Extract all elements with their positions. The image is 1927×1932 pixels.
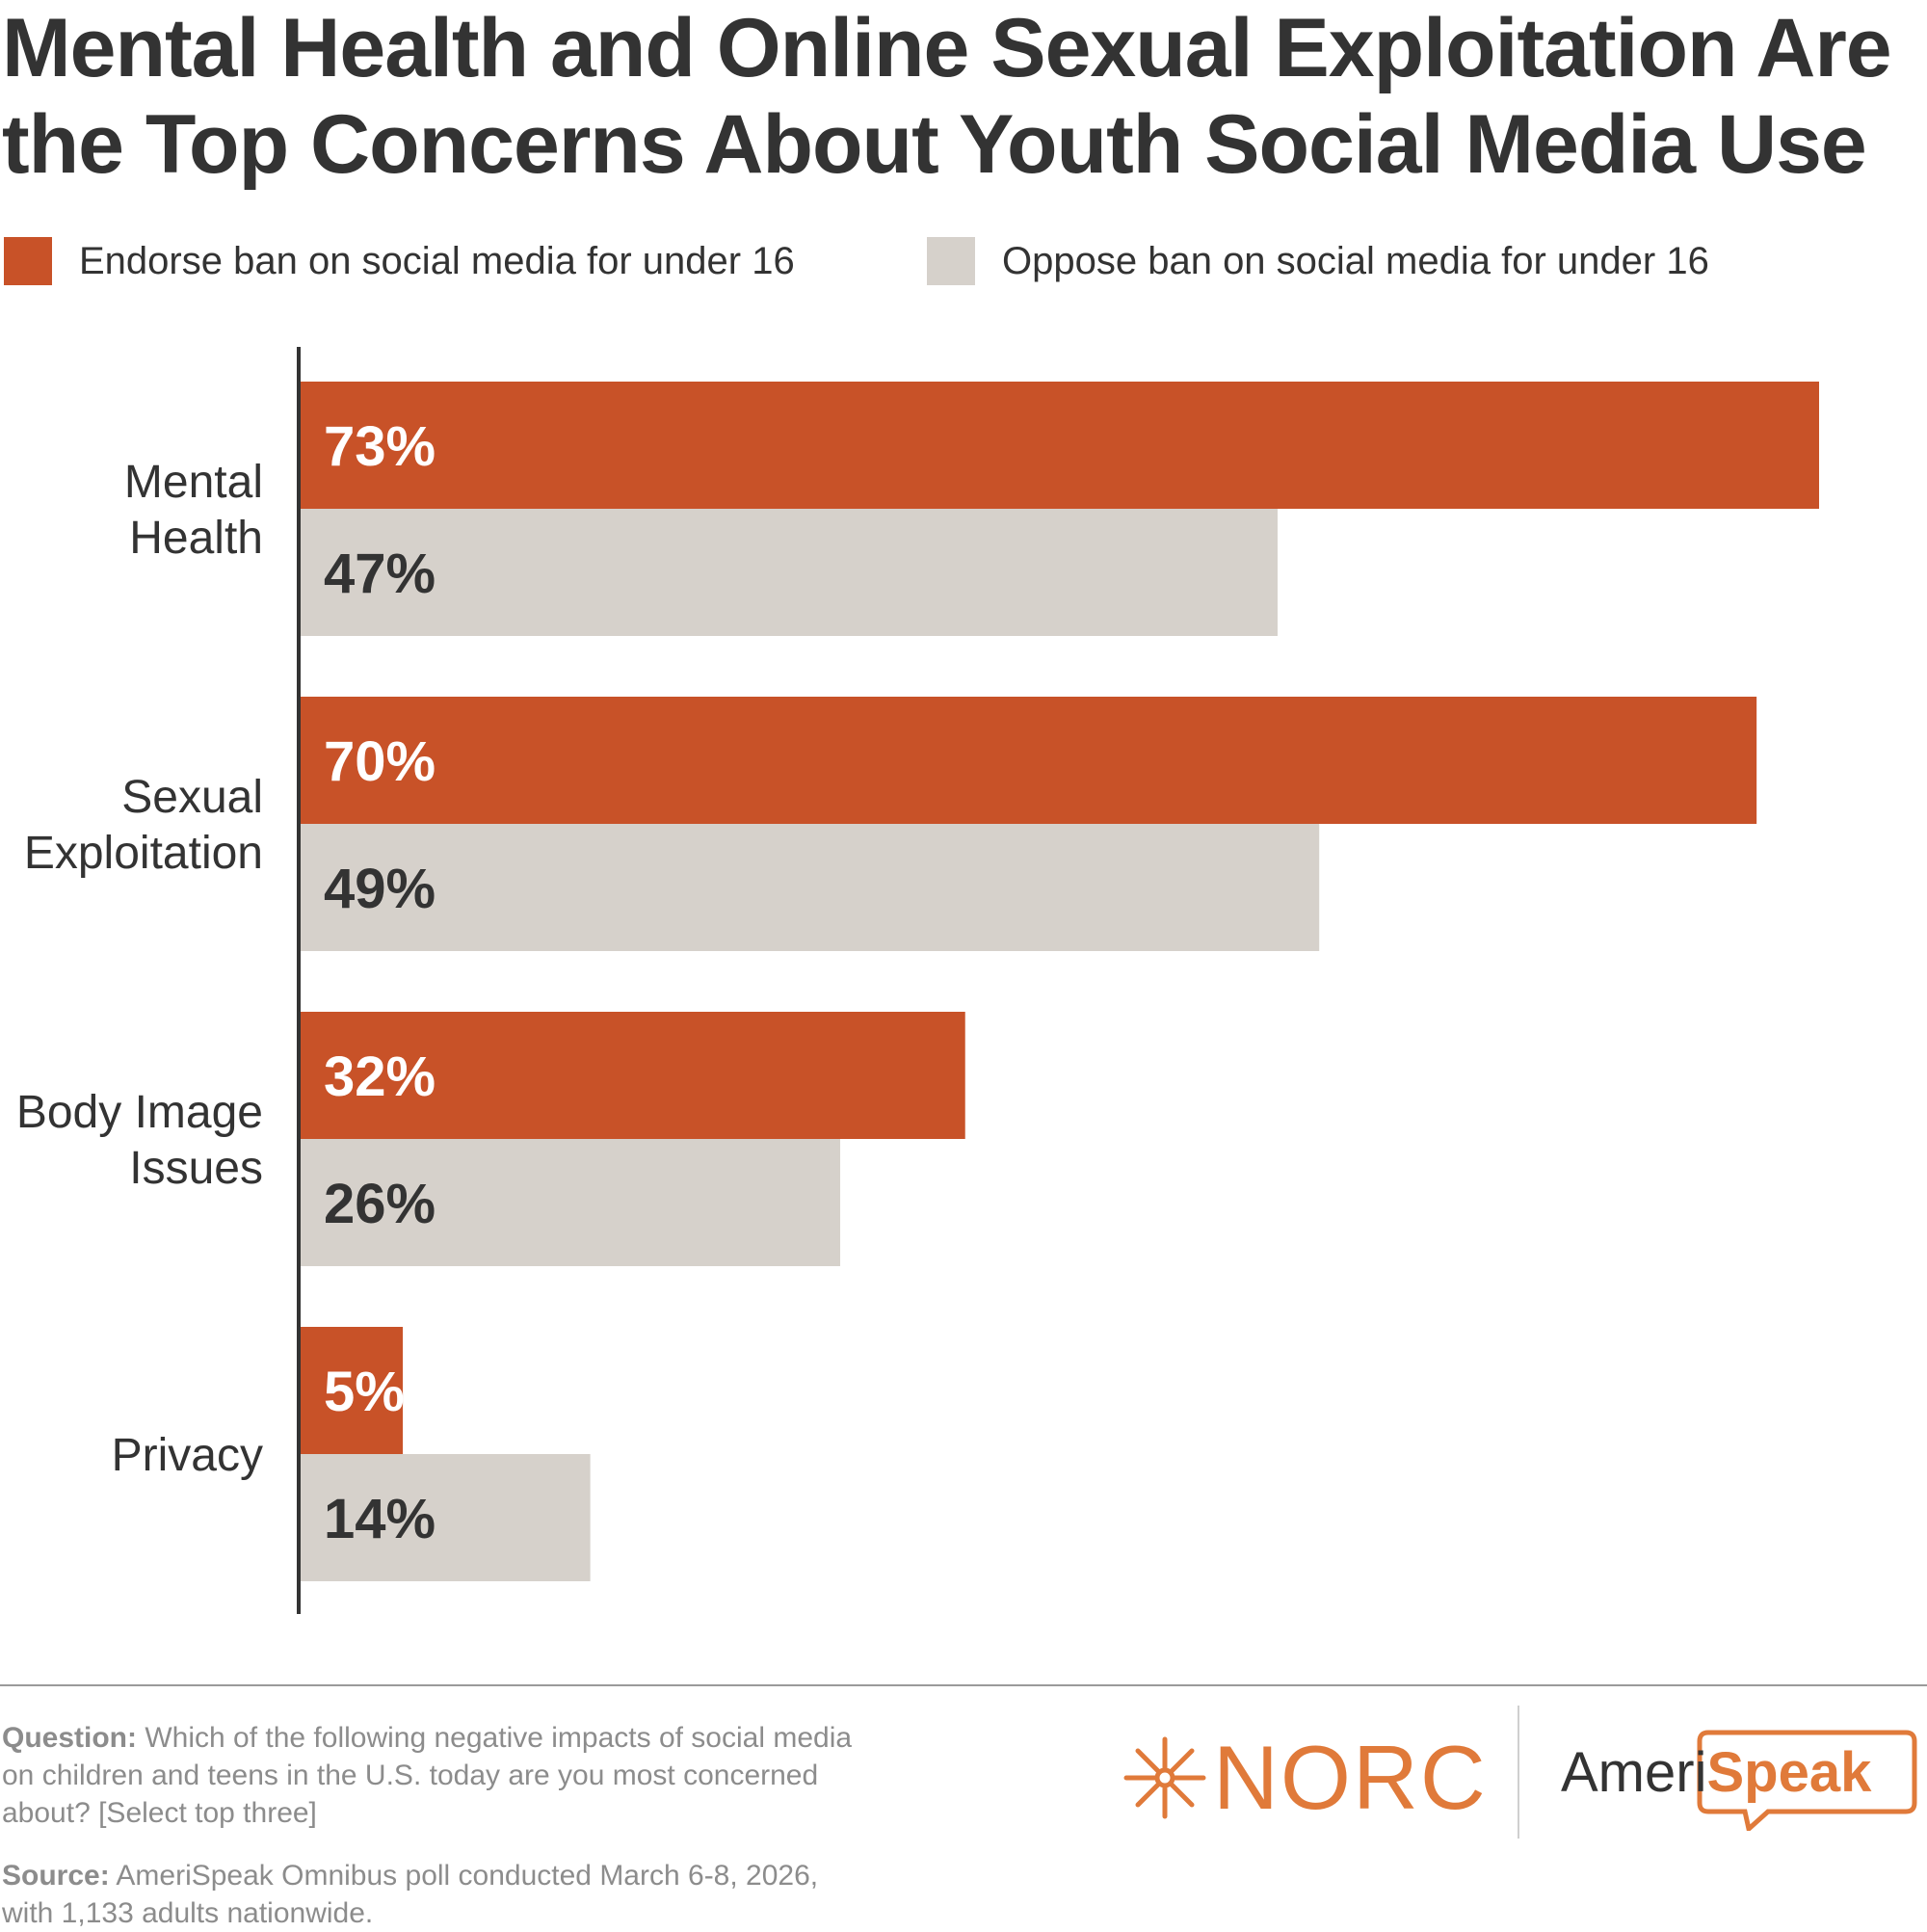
source-label: Source: — [2, 1860, 110, 1892]
category-label-line: Privacy — [112, 1430, 263, 1481]
category-label-line: Sexual — [121, 772, 263, 823]
footer-divider — [0, 1684, 1927, 1686]
bar-endorse-2 — [299, 1012, 965, 1139]
legend-swatch-endorse — [4, 237, 52, 285]
value-label-endorse-1: 70% — [324, 730, 436, 793]
value-label-endorse-3: 5% — [324, 1361, 405, 1423]
bar-oppose-0 — [299, 509, 1278, 636]
question-note: Question: Which of the following negativ… — [2, 1719, 869, 1832]
chart-title: Mental Health and Online Sexual Exploita… — [2, 2, 1892, 191]
norc-star-icon — [1123, 1736, 1206, 1819]
logo-divider — [1518, 1706, 1519, 1839]
amerispeak-logo: AmeriSpeak — [1556, 1725, 1917, 1831]
value-label-oppose-1: 49% — [324, 858, 436, 920]
norc-logo: NORC — [1122, 1725, 1488, 1831]
value-label-endorse-2: 32% — [324, 1045, 436, 1108]
legend-item-oppose: Oppose ban on social media for under 16 — [927, 237, 1709, 285]
category-label-line: Mental — [124, 457, 263, 508]
legend-item-endorse: Endorse ban on social media for under 16 — [4, 237, 795, 285]
speak-text: Speak — [1706, 1741, 1872, 1804]
category-label-0: Mental Health — [124, 457, 263, 564]
category-label-line: Health — [129, 513, 263, 564]
bar-oppose-1 — [299, 824, 1320, 951]
question-label: Question: — [2, 1722, 137, 1754]
legend: Endorse ban on social media for under 16… — [0, 237, 1927, 287]
source-note: Source: AmeriSpeak Omnibus poll conducte… — [2, 1857, 869, 1932]
legend-swatch-oppose — [927, 237, 975, 285]
amerispeak-wordmark: AmeriSpeak — [1561, 1740, 1871, 1805]
bar-chart: 73% 47% Mental Health 70% 49% Sexual Exploitati… — [16, 347, 1819, 1614]
value-label-oppose-0: 47% — [324, 543, 436, 605]
category-label-line: Exploitation — [24, 828, 263, 879]
bar-endorse-0 — [299, 382, 1819, 509]
bar-endorse-1 — [299, 697, 1757, 824]
category-label-1: Sexual Exploitation — [24, 772, 263, 879]
legend-label-endorse: Endorse ban on social media for under 16 — [79, 239, 795, 282]
bar-oppose-3 — [299, 1454, 591, 1581]
value-label-oppose-2: 26% — [324, 1173, 436, 1235]
bar-oppose-2 — [299, 1139, 841, 1266]
category-label-line: Body Image — [16, 1087, 263, 1138]
bar-endorse-3 — [299, 1327, 404, 1454]
question-text: Which of the following negative impacts … — [2, 1722, 853, 1829]
ameri-text: Ameri — [1561, 1741, 1707, 1804]
norc-wordmark: NORC — [1213, 1727, 1488, 1828]
source-text: AmeriSpeak Omnibus poll conducted March … — [2, 1860, 819, 1929]
legend-label-oppose: Oppose ban on social media for under 16 — [1002, 239, 1709, 282]
category-label-line: Issues — [129, 1143, 263, 1194]
category-label-2: Body Image Issues — [16, 1087, 263, 1194]
value-label-endorse-0: 73% — [324, 415, 436, 478]
value-label-oppose-3: 14% — [324, 1488, 436, 1550]
speech-bubble-icon — [1697, 1730, 1917, 1831]
category-label-3: Privacy — [112, 1430, 263, 1481]
